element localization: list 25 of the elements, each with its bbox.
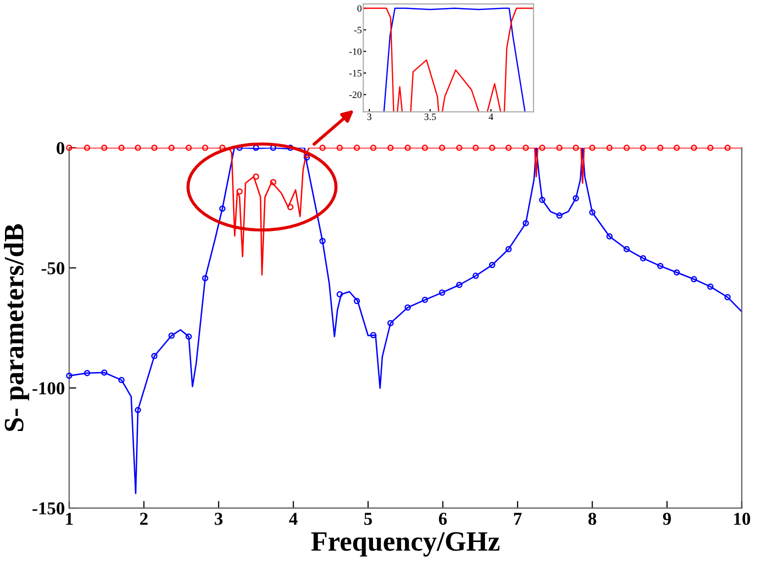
y-tick-label: -100 <box>32 382 64 394</box>
x-tick-label: 9 <box>663 512 671 525</box>
x-tick-label: 8 <box>588 512 596 525</box>
y-axis-title: S- parameters/dB <box>4 224 30 431</box>
y-tick-label: -50 <box>42 262 64 274</box>
y-tick-label: -150 <box>32 502 64 514</box>
x-tick-label: 4 <box>488 114 494 120</box>
x-tick-label: 10 <box>734 512 750 525</box>
y-tick-label: -20 <box>349 91 362 98</box>
y-tick-label: -10 <box>349 48 362 55</box>
y-tick-label: -5 <box>354 26 362 34</box>
x-tick-label: 7 <box>514 512 522 525</box>
x-tick-label: 6 <box>438 512 447 525</box>
x-tick-label: 3 <box>367 114 372 120</box>
x-tick-label: 1 <box>66 512 73 525</box>
x-tick-label: 3 <box>214 512 223 525</box>
line-series <box>383 8 526 112</box>
x-tick-label: 2 <box>140 512 148 525</box>
x-tick-label: 4 <box>289 512 298 525</box>
y-tick-label: -15 <box>349 70 362 76</box>
x-tick-label: 5 <box>364 512 372 525</box>
x-axis-title: Frequency/GHz <box>311 532 500 557</box>
y-tick-label: 0 <box>357 5 362 12</box>
y-tick-label: 0 <box>56 142 64 154</box>
x-tick-label: 3.5 <box>424 114 436 120</box>
